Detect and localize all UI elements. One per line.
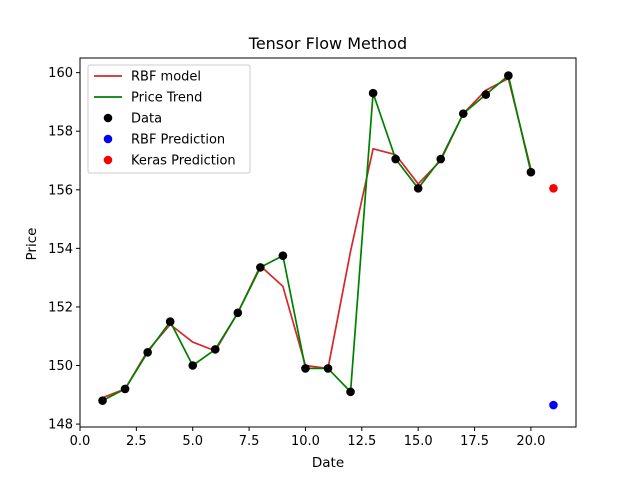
point-data bbox=[526, 167, 536, 177]
point-data bbox=[143, 348, 152, 357]
x-axis-label: Date bbox=[312, 455, 344, 471]
legend-swatch bbox=[103, 134, 113, 144]
legend-label: RBF Prediction bbox=[131, 133, 225, 148]
x-tick-label: 5.0 bbox=[182, 434, 203, 449]
legend-label: Price Trend bbox=[131, 91, 202, 106]
y-axis-label: Price bbox=[24, 228, 40, 261]
legend-label: Data bbox=[131, 112, 162, 127]
chart-title: Tensor Flow Method bbox=[248, 34, 407, 53]
point-keras-prediction bbox=[549, 184, 558, 193]
axes-frame bbox=[79, 57, 577, 428]
x-tick-label: 7.5 bbox=[239, 434, 260, 449]
x-tick-label: 12.5 bbox=[347, 434, 376, 449]
y-tick-label: 150 bbox=[48, 359, 73, 374]
plot-area bbox=[98, 71, 558, 410]
point-data bbox=[301, 364, 310, 373]
point-data bbox=[120, 384, 130, 394]
point-data bbox=[458, 109, 468, 118]
x-tick-label: 17.5 bbox=[460, 434, 489, 449]
point-data bbox=[278, 251, 288, 260]
y-ticks: 148 150 152 154 156 158 160 bbox=[48, 66, 80, 433]
legend: RBF model Price Trend Data RBF Prediction Ke… bbox=[87, 64, 251, 174]
y-tick-label: 148 bbox=[48, 418, 73, 433]
x-ticks: 0.0 2.5 5.0 7.5 10.0 12.5 15.0 17.5 20.0 bbox=[70, 427, 545, 449]
y-tick-label: 158 bbox=[48, 125, 73, 140]
point-data bbox=[436, 154, 446, 164]
legend-swatch bbox=[103, 155, 113, 165]
point-data bbox=[481, 90, 491, 99]
point-data bbox=[188, 361, 198, 370]
y-tick-label: 152 bbox=[48, 300, 73, 315]
x-tick-label: 0.0 bbox=[70, 434, 91, 449]
point-data bbox=[368, 88, 378, 98]
point-data bbox=[98, 396, 107, 405]
x-tick-label: 2.5 bbox=[126, 434, 147, 449]
legend-swatch bbox=[103, 113, 113, 123]
point-rbf-prediction bbox=[549, 400, 558, 410]
legend-label: RBF model bbox=[131, 70, 201, 85]
legend-box bbox=[87, 64, 251, 174]
y-tick-label: 160 bbox=[48, 66, 73, 81]
x-tick-label: 10.0 bbox=[291, 434, 320, 449]
point-data bbox=[323, 364, 333, 373]
point-data bbox=[210, 345, 220, 354]
x-tick-label: 15.0 bbox=[404, 434, 433, 449]
x-tick-label: 20.0 bbox=[516, 434, 545, 449]
series-line-price-trend bbox=[102, 74, 532, 402]
point-data bbox=[391, 154, 400, 164]
y-tick-label: 154 bbox=[48, 242, 73, 257]
point-data bbox=[346, 387, 355, 397]
legend-label: Keras Prediction bbox=[131, 154, 236, 169]
y-tick-label: 156 bbox=[48, 183, 73, 198]
point-data bbox=[413, 184, 423, 193]
point-data bbox=[165, 317, 175, 326]
point-data bbox=[256, 263, 265, 272]
point-data bbox=[233, 308, 243, 318]
point-data bbox=[504, 71, 513, 80]
